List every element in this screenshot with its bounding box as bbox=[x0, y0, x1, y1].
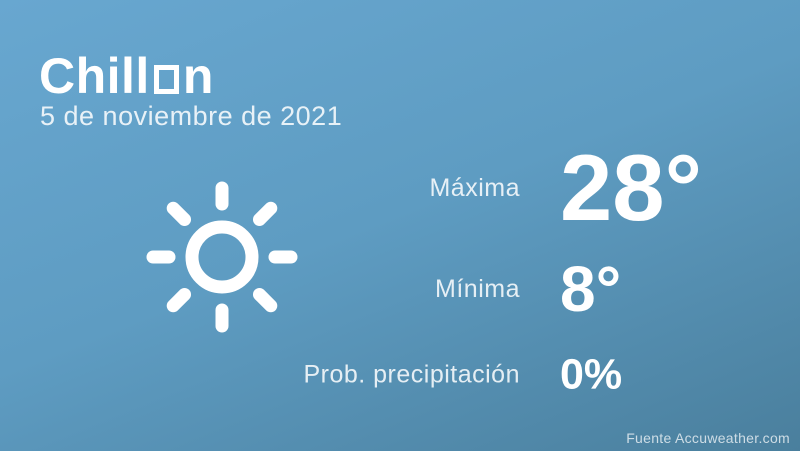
sun-rays bbox=[146, 181, 298, 333]
min-temperature-label: Mínima bbox=[435, 274, 520, 303]
sun-core-ring bbox=[185, 220, 259, 294]
sun-icon bbox=[146, 181, 298, 333]
forecast-date: 5 de noviembre de 2021 bbox=[40, 101, 343, 131]
max-temperature-label: Máxima bbox=[429, 173, 520, 202]
min-temperature-row: Mínima 8° bbox=[0, 257, 621, 321]
location-title: Chill n bbox=[39, 51, 214, 101]
max-temperature-value: 28° bbox=[560, 135, 703, 240]
precipitation-probability-label: Prob. precipitación bbox=[303, 360, 520, 389]
precipitation-probability-row: Prob. precipitación 0% bbox=[0, 350, 623, 399]
max-temperature-row: Máxima 28° bbox=[0, 141, 702, 235]
source-attribution: Fuente Accuweather.com bbox=[626, 430, 790, 446]
min-temperature-value: 8° bbox=[560, 253, 622, 325]
precipitation-probability-value: 0% bbox=[560, 350, 623, 399]
location-title-prefix: Chill bbox=[39, 48, 150, 104]
missing-glyph-box bbox=[153, 65, 179, 94]
location-title-suffix: n bbox=[182, 48, 214, 104]
